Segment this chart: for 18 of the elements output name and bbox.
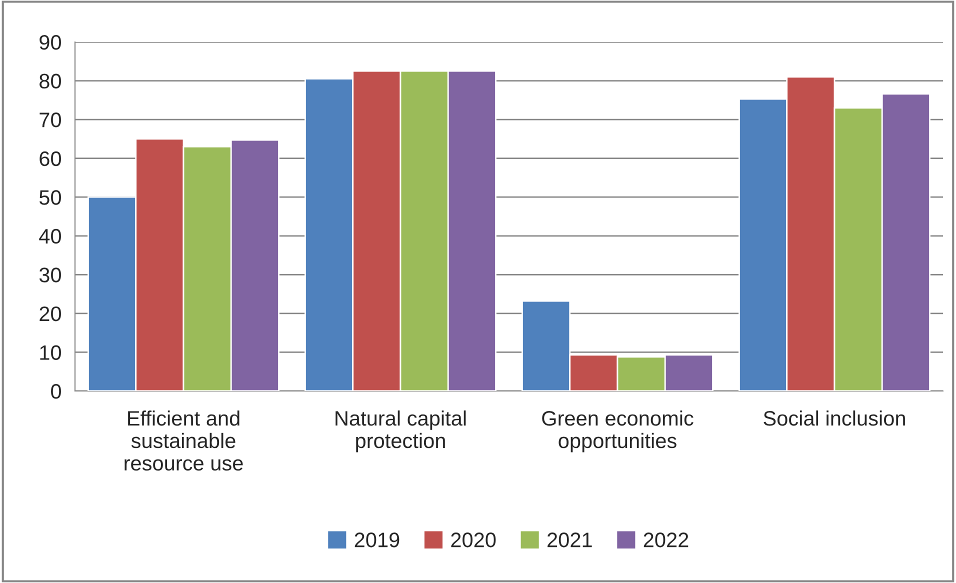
y-tick-label: 20 bbox=[40, 306, 61, 322]
y-tick-label: 70 bbox=[40, 112, 61, 128]
legend-label: 2021 bbox=[548, 532, 592, 548]
x-tick-label: Natural capital protection bbox=[336, 410, 466, 452]
y-tick-label: 40 bbox=[39, 228, 61, 244]
y-tick-label: 10 bbox=[40, 345, 61, 360]
x-tick-label: Green economic opportunities bbox=[542, 410, 694, 452]
y-tick-label: 0 bbox=[51, 384, 61, 399]
y-tick-label: 60 bbox=[40, 151, 61, 166]
legend-label: 2022 bbox=[644, 532, 688, 548]
legend-label: 2020 bbox=[451, 532, 496, 548]
y-tick-label: 50 bbox=[39, 190, 61, 205]
x-tick-label: Efficient and sustainable resource use bbox=[124, 410, 243, 471]
x-tick-label: Social inclusion bbox=[764, 410, 905, 426]
y-tick-label: 90 bbox=[40, 35, 61, 50]
legend-label: 2019 bbox=[354, 532, 400, 548]
y-tick-label: 30 bbox=[39, 268, 61, 282]
y-tick-label: 80 bbox=[40, 74, 61, 89]
